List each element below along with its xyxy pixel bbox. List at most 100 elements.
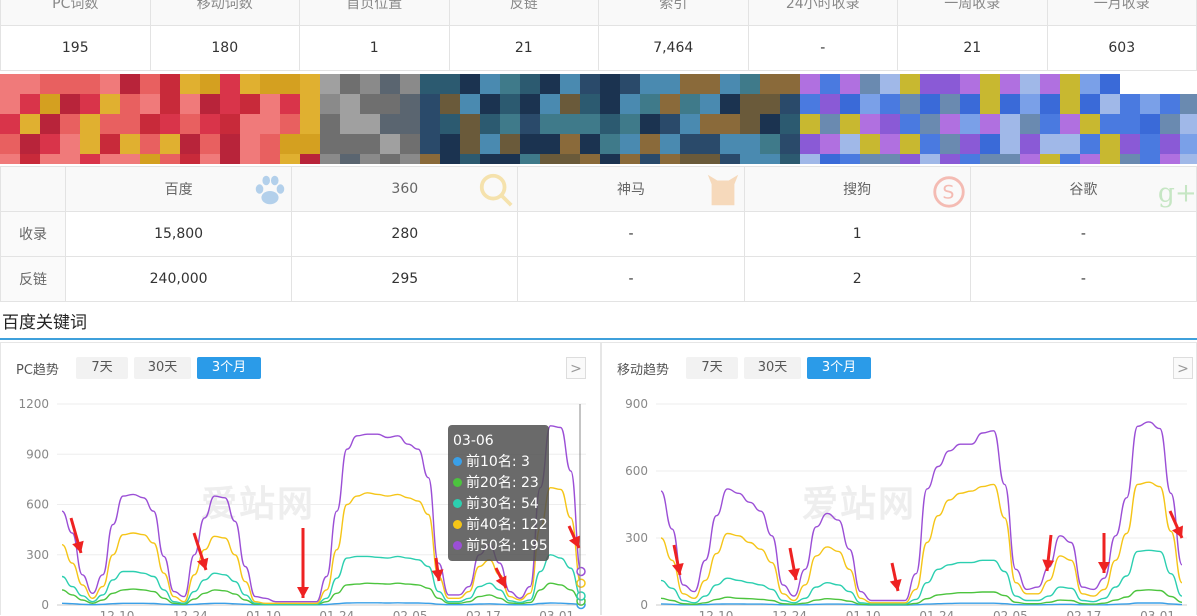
banner-pixel [140, 154, 160, 164]
banner-pixel [620, 154, 640, 164]
banner-pixel [220, 74, 240, 94]
banner-pixel [120, 94, 140, 114]
series-line [61, 554, 582, 605]
banner-pixel [200, 134, 220, 154]
banner-pixel [460, 74, 480, 94]
banner-pixel [760, 94, 780, 114]
banner-pixel [60, 74, 80, 94]
banner-pixel [200, 154, 220, 164]
shenma-icon [707, 174, 738, 206]
banner-pixel [1020, 154, 1040, 164]
x-tick-label: 12-24 [772, 609, 807, 616]
stats-header: 首页位置 [299, 0, 450, 26]
banner-pixel [1040, 154, 1060, 164]
banner-pixel [500, 114, 520, 134]
banner-pixel [60, 134, 80, 154]
engine-value: 240,000 [64, 256, 293, 302]
stats-header: 移动词数 [149, 0, 300, 26]
banner-pixel [960, 134, 980, 154]
series-dot-icon [453, 520, 462, 529]
banner-pixel [380, 154, 400, 164]
range-3m-button[interactable]: 3个月 [197, 357, 261, 379]
banner-pixel [320, 94, 340, 114]
section-divider [0, 338, 1197, 340]
banner-pixel [500, 154, 520, 164]
next-arrow-button[interactable]: > [566, 357, 586, 379]
banner-pixel [120, 154, 140, 164]
banner-pixel [920, 94, 940, 114]
banner-pixel [40, 94, 60, 114]
range-7d-button[interactable]: 7天 [76, 357, 128, 379]
banner-pixel [440, 74, 460, 94]
range-7d-button[interactable]: 7天 [686, 357, 738, 379]
banner-pixel [780, 134, 800, 154]
banner-pixel [740, 114, 760, 134]
x-tick-label: 02-17 [466, 609, 501, 616]
range-3m-button[interactable]: 3个月 [807, 357, 871, 379]
x-tick-label: 02-05 [393, 609, 428, 616]
engine-value: 280 [291, 211, 519, 257]
banner-pixel [660, 94, 680, 114]
banner-pixel [1120, 154, 1140, 164]
watermark: 爱站网 [802, 484, 917, 525]
banner-pixel [700, 134, 720, 154]
banner-pixel [720, 74, 740, 94]
banner-pixel [920, 114, 940, 134]
banner-pixel [760, 114, 780, 134]
site-stats-table: PC词数 移动词数 首页位置 反链 索引 24小时收录 一周收录 一月收录 19… [0, 0, 1197, 71]
banner-pixel [900, 94, 920, 114]
banner-pixel [260, 74, 280, 94]
banner-pixel [80, 74, 100, 94]
range-30d-button[interactable]: 30天 [744, 357, 801, 379]
banner-pixel [1020, 134, 1040, 154]
banner-pixel [60, 94, 80, 114]
stats-value: 1 [299, 25, 450, 71]
banner-pixel [920, 74, 940, 94]
banner-pixel [500, 134, 520, 154]
banner-pixel [220, 94, 240, 114]
tooltip-row: 前30名: 54 [453, 494, 544, 515]
annotation-arrowhead-icon [431, 569, 444, 581]
banner-pixel [660, 134, 680, 154]
x-tick-label: 02-17 [1067, 609, 1102, 616]
stats-value: 21 [448, 25, 599, 71]
banner-pixel [760, 74, 780, 94]
banner-pixel [480, 154, 500, 164]
annotation-arrowhead-icon [672, 563, 684, 575]
banner-pixel [420, 114, 440, 134]
banner-pixel [1100, 134, 1120, 154]
banner-pixel [960, 154, 980, 164]
banner-pixel [980, 154, 1000, 164]
banner-pixel [160, 94, 180, 114]
banner-pixel [660, 114, 680, 134]
next-arrow-button[interactable]: > [1173, 357, 1193, 379]
banner-pixel [900, 74, 920, 94]
engine-value: - [517, 211, 745, 257]
annotation-arrowhead-icon [889, 579, 902, 591]
stats-header: PC词数 [0, 0, 151, 26]
banner-pixel [280, 114, 300, 134]
banner-pixel [900, 114, 920, 134]
banner-pixel [940, 114, 960, 134]
x-tick-label: 01-10 [246, 609, 281, 616]
redacted-banner-image [0, 70, 1197, 164]
stats-value: 180 [149, 25, 300, 71]
banner-pixel [140, 134, 160, 154]
banner-pixel [520, 74, 540, 94]
banner-pixel [20, 134, 40, 154]
banner-pixel [1060, 154, 1080, 164]
banner-pixel [360, 154, 380, 164]
banner-pixel [440, 94, 460, 114]
banner-pixel [320, 74, 340, 94]
banner-pixel [1160, 114, 1180, 134]
banner-pixel [20, 154, 40, 164]
banner-pixel [780, 114, 800, 134]
series-dot-icon [453, 499, 462, 508]
x-tick-label: 01-10 [846, 609, 881, 616]
stats-header: 一周收录 [897, 0, 1048, 26]
range-30d-button[interactable]: 30天 [134, 357, 191, 379]
banner-pixel [1100, 74, 1120, 94]
banner-pixel [240, 74, 260, 94]
banner-pixel [420, 154, 440, 164]
series-line [660, 602, 1183, 606]
